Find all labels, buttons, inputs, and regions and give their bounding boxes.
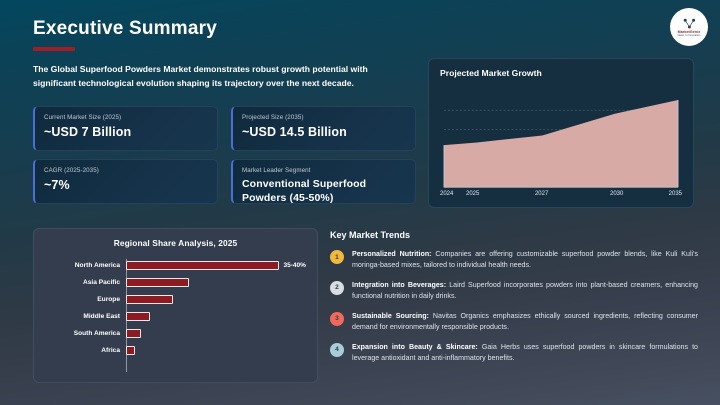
bar-track: 35-40% xyxy=(126,257,309,274)
bar-fill xyxy=(126,345,135,356)
trend-text: Expansion into Beauty & Skincare: Gaia H… xyxy=(352,342,698,362)
trend-item: 4 Expansion into Beauty & Skincare: Gaia … xyxy=(330,342,698,364)
bar-chart-row: Europe xyxy=(34,291,309,308)
trend-number-badge: 4 xyxy=(330,342,344,357)
trend-number-badge: 2 xyxy=(330,280,344,295)
logo-name: MarketGenix xyxy=(677,30,701,34)
regional-share-panel: Regional Share Analysis, 2025 North Amer… xyxy=(33,228,318,383)
bar-track xyxy=(126,274,309,291)
stat-card-label: Market Leader Segment xyxy=(242,167,311,174)
trends-title: Key Market Trends xyxy=(330,230,411,240)
bar-fill xyxy=(126,277,190,288)
bar-track xyxy=(126,291,309,308)
growth-x-tick-label: 2027 xyxy=(534,191,549,197)
title-underline-accent xyxy=(33,47,75,51)
bar-chart-row: South America xyxy=(34,325,309,342)
page-header: Executive Summary xyxy=(33,18,217,51)
regional-chart-title: Regional Share Analysis, 2025 xyxy=(113,238,238,248)
trend-heading: Sustainable Sourcing: xyxy=(352,311,429,320)
trends-list: 1 Personalized Nutrition: Companies are o… xyxy=(330,249,698,364)
trend-heading: Expansion into Beauty & Skincare: xyxy=(352,342,478,351)
bar-chart-row: North America 35-40% xyxy=(34,257,309,274)
stat-card-current-market-size: Current Market Size (2025) ~USD 7 Billio… xyxy=(33,106,218,151)
bar-category-label: Europe xyxy=(97,296,120,303)
growth-chart-title: Projected Market Growth xyxy=(440,68,542,78)
growth-chart-plot: 2024 2025 2027 2030 2035 xyxy=(440,87,682,199)
stat-card-label: Current Market Size (2025) xyxy=(44,114,122,121)
growth-x-tick-label: 2024 xyxy=(440,191,454,197)
bar-category-label: Middle East xyxy=(83,313,120,320)
bar-category-label: Africa xyxy=(101,347,120,354)
stat-card-label: Projected Size (2035) xyxy=(242,114,304,121)
logo-tagline: Ideas, In Innovation xyxy=(677,34,701,37)
key-market-trends-section: Key Market Trends 1 Personalized Nutritio… xyxy=(330,230,698,373)
intro-paragraph: The Global Superfood Powders Market demo… xyxy=(33,64,368,89)
bar-chart-row: Asia Pacific xyxy=(34,274,309,291)
bar-fill xyxy=(126,294,173,305)
bar-fill xyxy=(126,311,151,322)
trend-heading: Integration into Beverages: xyxy=(352,280,447,289)
company-logo: MarketGenix Ideas, In Innovation xyxy=(670,8,708,46)
trend-text: Sustainable Sourcing: Navitas Organics e… xyxy=(352,311,698,331)
trend-number-badge: 1 xyxy=(330,250,344,264)
bar-category-label: Asia Pacific xyxy=(82,279,120,286)
bar-fill xyxy=(126,328,141,339)
trend-text: Integration into Beverages: Laird Superf… xyxy=(352,280,698,300)
trend-item: 3 Sustainable Sourcing: Navitas Organics … xyxy=(330,311,698,333)
trend-item: 2 Integration into Beverages: Laird Super… xyxy=(330,280,698,302)
regional-bar-chart: North America 35-40% Asia Pacific Europe Mid… xyxy=(34,257,309,374)
stat-card-value: Conventional Superfood Powders (45-50%) xyxy=(242,178,367,204)
stat-card-value: ~7% xyxy=(44,178,70,192)
growth-area-chart xyxy=(443,99,679,188)
stat-card-group: Current Market Size (2025) ~USD 7 Billio… xyxy=(33,106,416,204)
trend-number-badge: 3 xyxy=(330,311,344,326)
bar-track xyxy=(126,325,309,342)
bar-chart-row: Middle East xyxy=(34,308,309,325)
bar-chart-row: Africa xyxy=(34,342,309,359)
projected-market-growth-panel: Projected Market Growth 2024 2025 2027 2030… xyxy=(428,58,694,208)
growth-x-tick-label: 2035 xyxy=(668,191,682,197)
bar-category-label: South America xyxy=(73,330,120,337)
bar-track xyxy=(126,308,309,325)
growth-x-tick-label: 2025 xyxy=(465,191,480,197)
stat-card-projected-size: Projected Size (2035) ~USD 14.5 Billion xyxy=(231,106,416,151)
stat-card-market-leader-segment: Market Leader Segment Conventional Super… xyxy=(231,159,416,204)
stat-card-value: ~USD 7 Billion xyxy=(44,125,132,139)
bar-value-label: 35-40% xyxy=(283,262,306,269)
logo-mark-icon xyxy=(683,18,695,29)
stat-card-cagr: CAGR (2025-2035) ~7% xyxy=(33,159,218,204)
bar-fill xyxy=(126,260,279,271)
trend-text: Personalized Nutrition: Companies are of… xyxy=(352,250,698,269)
stat-card-value: ~USD 14.5 Billion xyxy=(242,125,347,139)
page-title: Executive Summary xyxy=(33,18,217,39)
growth-x-tick-label: 2030 xyxy=(609,191,624,197)
growth-chart-x-axis: 2024 2025 2027 2030 2035 xyxy=(440,191,682,201)
trend-item: 1 Personalized Nutrition: Companies are o… xyxy=(330,249,698,271)
stat-card-label: CAGR (2025-2035) xyxy=(44,167,99,174)
trend-heading: Personalized Nutrition: xyxy=(352,250,432,258)
bar-track xyxy=(126,342,309,359)
bar-category-label: North America xyxy=(74,262,120,269)
